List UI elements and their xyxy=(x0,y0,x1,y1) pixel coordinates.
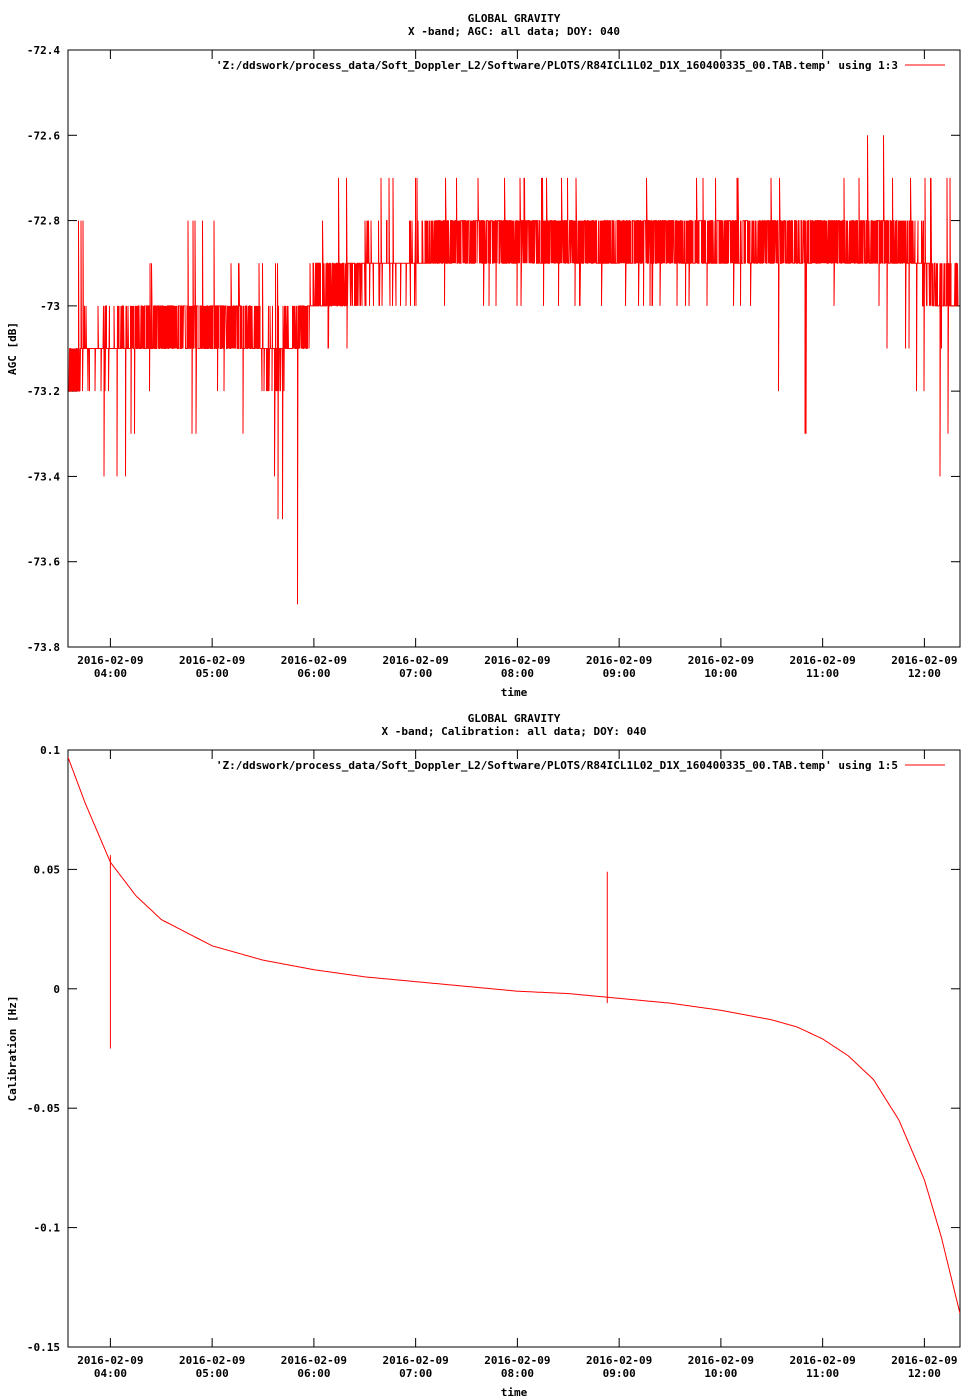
x-tick-label-date: 2016-02-09 xyxy=(586,1354,652,1367)
series-group xyxy=(68,135,960,605)
y-tick-label: -72.8 xyxy=(27,215,60,228)
x-tick-label-time: 06:00 xyxy=(297,1367,330,1380)
y-tick-label: 0 xyxy=(53,983,60,996)
legend-label: 'Z:/ddswork/process_data/Soft_Doppler_L2… xyxy=(216,759,898,772)
x-tick-label-date: 2016-02-09 xyxy=(688,1354,754,1367)
y-tick-label: -73.2 xyxy=(27,385,60,398)
y-tick-label: -0.05 xyxy=(27,1102,60,1115)
x-tick-label-date: 2016-02-09 xyxy=(891,1354,957,1367)
y-tick-label: -73 xyxy=(40,300,60,313)
y-axis-label: AGC [dB] xyxy=(6,322,19,375)
y-tick-label: 0.05 xyxy=(34,863,61,876)
x-tick-label-time: 07:00 xyxy=(399,667,432,680)
y-tick-label: 0.1 xyxy=(40,744,60,757)
x-tick-label-date: 2016-02-09 xyxy=(281,1354,347,1367)
chart-title: GLOBAL GRAVITY xyxy=(468,712,561,725)
y-tick-label: -73.4 xyxy=(27,470,60,483)
y-axis-label: Calibration [Hz] xyxy=(6,996,19,1102)
x-tick-label-date: 2016-02-09 xyxy=(77,654,143,667)
x-tick-label-time: 09:00 xyxy=(603,1367,636,1380)
x-tick-label-date: 2016-02-09 xyxy=(790,1354,856,1367)
series-line xyxy=(68,757,960,1314)
y-tick-label: -73.6 xyxy=(27,556,60,569)
x-tick-label-date: 2016-02-09 xyxy=(383,654,449,667)
y-tick-label: -0.1 xyxy=(34,1222,61,1235)
x-tick-label-time: 10:00 xyxy=(704,1367,737,1380)
chart-title: GLOBAL GRAVITY xyxy=(468,12,561,25)
x-tick-label-time: 04:00 xyxy=(94,1367,127,1380)
x-tick-label-date: 2016-02-09 xyxy=(790,654,856,667)
x-tick-label-time: 07:00 xyxy=(399,1367,432,1380)
legend-label: 'Z:/ddswork/process_data/Soft_Doppler_L2… xyxy=(216,59,898,72)
x-tick-label-date: 2016-02-09 xyxy=(383,1354,449,1367)
y-tick-label: -0.15 xyxy=(27,1341,60,1354)
y-tick-label: -72.6 xyxy=(27,129,60,142)
x-tick-label-date: 2016-02-09 xyxy=(484,1354,550,1367)
x-tick-label-date: 2016-02-09 xyxy=(77,1354,143,1367)
chart-subtitle: X -band; Calibration: all data; DOY: 040 xyxy=(382,725,647,738)
x-tick-label-time: 06:00 xyxy=(297,667,330,680)
x-tick-label-time: 11:00 xyxy=(806,667,839,680)
agc-chart: GLOBAL GRAVITY X -band; AGC: all data; D… xyxy=(6,12,961,699)
x-tick-label-date: 2016-02-09 xyxy=(179,1354,245,1367)
x-tick-label-time: 12:00 xyxy=(908,1367,941,1380)
x-tick-label-time: 05:00 xyxy=(196,1367,229,1380)
x-tick-label-date: 2016-02-09 xyxy=(484,654,550,667)
x-tick-label-time: 05:00 xyxy=(196,667,229,680)
x-tick-label-time: 09:00 xyxy=(603,667,636,680)
x-tick-label-date: 2016-02-09 xyxy=(891,654,957,667)
x-tick-label-time: 08:00 xyxy=(501,667,534,680)
x-tick-label-time: 11:00 xyxy=(806,1367,839,1380)
plot-frame xyxy=(67,49,961,648)
x-tick-label-date: 2016-02-09 xyxy=(281,654,347,667)
x-axis-label: time xyxy=(501,1386,528,1399)
plot-frame xyxy=(67,749,961,1348)
x-tick-label-time: 12:00 xyxy=(908,667,941,680)
x-tick-label-date: 2016-02-09 xyxy=(586,654,652,667)
y-tick-label: -73.8 xyxy=(27,641,60,654)
x-axis-label: time xyxy=(501,686,528,699)
calibration-chart: GLOBAL GRAVITY X -band; Calibration: all… xyxy=(6,712,961,1399)
x-tick-label-time: 08:00 xyxy=(501,1367,534,1380)
chart-subtitle: X -band; AGC: all data; DOY: 040 xyxy=(408,25,620,38)
series-group xyxy=(68,757,960,1314)
x-tick-label-time: 10:00 xyxy=(704,667,737,680)
series-line xyxy=(68,135,959,605)
x-tick-label-date: 2016-02-09 xyxy=(688,654,754,667)
x-tick-label-time: 04:00 xyxy=(94,667,127,680)
x-tick-label-date: 2016-02-09 xyxy=(179,654,245,667)
y-tick-label: -72.4 xyxy=(27,44,60,57)
